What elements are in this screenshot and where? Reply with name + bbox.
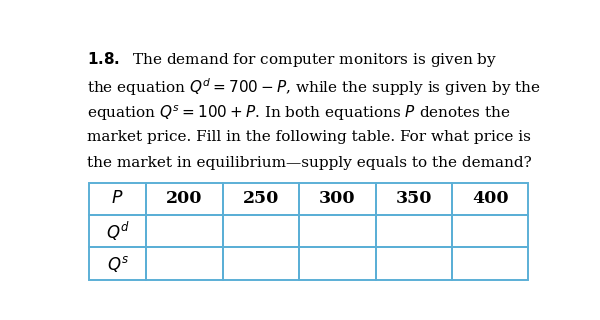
Text: 300: 300 <box>319 190 356 207</box>
Bar <box>89 215 146 247</box>
Bar <box>376 215 452 247</box>
Bar <box>89 247 146 280</box>
Text: the equation $Q^{d}=700-P$, while the supply is given by the: the equation $Q^{d}=700-P$, while the su… <box>86 76 541 98</box>
Bar <box>299 182 376 215</box>
Bar <box>146 247 223 280</box>
Text: $\mathbf{1.8.}$  The demand for computer monitors is given by: $\mathbf{1.8.}$ The demand for computer … <box>86 50 497 69</box>
Text: $Q^{d}$: $Q^{d}$ <box>106 220 130 243</box>
Text: market price. Fill in the following table. For what price is: market price. Fill in the following tabl… <box>86 130 530 144</box>
Bar <box>452 182 529 215</box>
Bar <box>146 215 223 247</box>
Bar <box>299 215 376 247</box>
Text: 250: 250 <box>243 190 279 207</box>
Text: equation $Q^{s}=100+P$. In both equations $P$ denotes the: equation $Q^{s}=100+P$. In both equation… <box>86 103 511 123</box>
Bar <box>89 182 146 215</box>
Bar <box>223 182 299 215</box>
Bar <box>223 215 299 247</box>
Text: 400: 400 <box>472 190 508 207</box>
Bar <box>376 247 452 280</box>
Text: the market in equilibrium—supply equals to the demand?: the market in equilibrium—supply equals … <box>86 156 532 170</box>
Text: $Q^{s}$: $Q^{s}$ <box>107 254 128 274</box>
Bar <box>223 247 299 280</box>
Bar <box>452 215 529 247</box>
Text: 350: 350 <box>395 190 432 207</box>
Bar <box>452 247 529 280</box>
Bar <box>376 182 452 215</box>
Text: $P$: $P$ <box>112 190 124 207</box>
Text: 200: 200 <box>166 190 203 207</box>
Bar <box>146 182 223 215</box>
Bar <box>299 247 376 280</box>
